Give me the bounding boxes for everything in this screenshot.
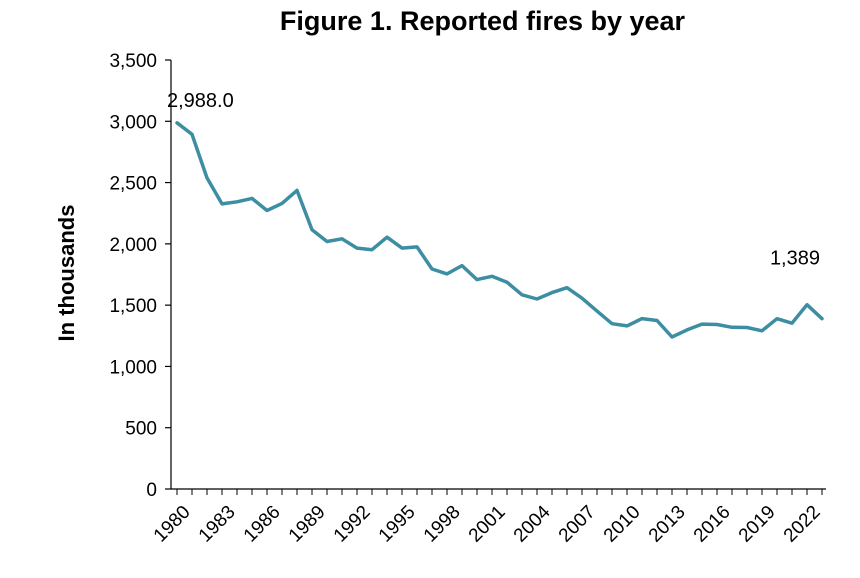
x-tick-label: 2007: [555, 502, 600, 547]
x-tick-label: 2004: [510, 501, 555, 546]
x-tick-label: 2016: [690, 502, 735, 547]
x-tick-label: 1989: [285, 502, 330, 547]
x-axis: 1980 1983 1986 1989 1992 1995 1998 2001 2004 2007…: [150, 488, 826, 547]
x-tick-label: 2019: [735, 502, 780, 547]
x-tick-label: 2013: [645, 502, 690, 547]
y-tick-label: 0: [146, 480, 157, 501]
x-tick-label: 1995: [375, 502, 420, 547]
y-tick-label: 3,000: [109, 112, 157, 133]
x-tick-label: 2022: [780, 502, 825, 547]
series-group: [175, 121, 824, 339]
x-tick-label: 1983: [195, 502, 240, 547]
data-labels: 2,988.0 1,389: [167, 90, 820, 270]
series-line: [175, 121, 824, 339]
data-label: 2,988.0: [167, 90, 234, 112]
x-tick-label: 2001: [465, 502, 510, 547]
x-tick-label: 1986: [240, 502, 285, 547]
x-tick-label: 1980: [150, 502, 195, 547]
x-tick-label: 1998: [420, 502, 465, 547]
y-tick-label: 2,000: [109, 235, 157, 256]
y-tick-label: 1,000: [109, 357, 157, 378]
x-tick-label: 1992: [330, 502, 375, 547]
x-tick-label: 2010: [600, 502, 645, 547]
y-axis-label: In thousands: [54, 205, 79, 342]
y-axis: 0 500 1,000 1,500 2,000 2,500 3,000 3,500: [109, 51, 172, 501]
y-tick-label: 1,500: [109, 296, 157, 317]
y-tick-label: 500: [125, 419, 157, 440]
y-tick-label: 2,500: [109, 174, 157, 195]
data-label: 1,389: [770, 248, 820, 270]
chart-title: Figure 1. Reported fires by year: [279, 6, 686, 36]
y-tick-label: 3,500: [109, 51, 157, 72]
